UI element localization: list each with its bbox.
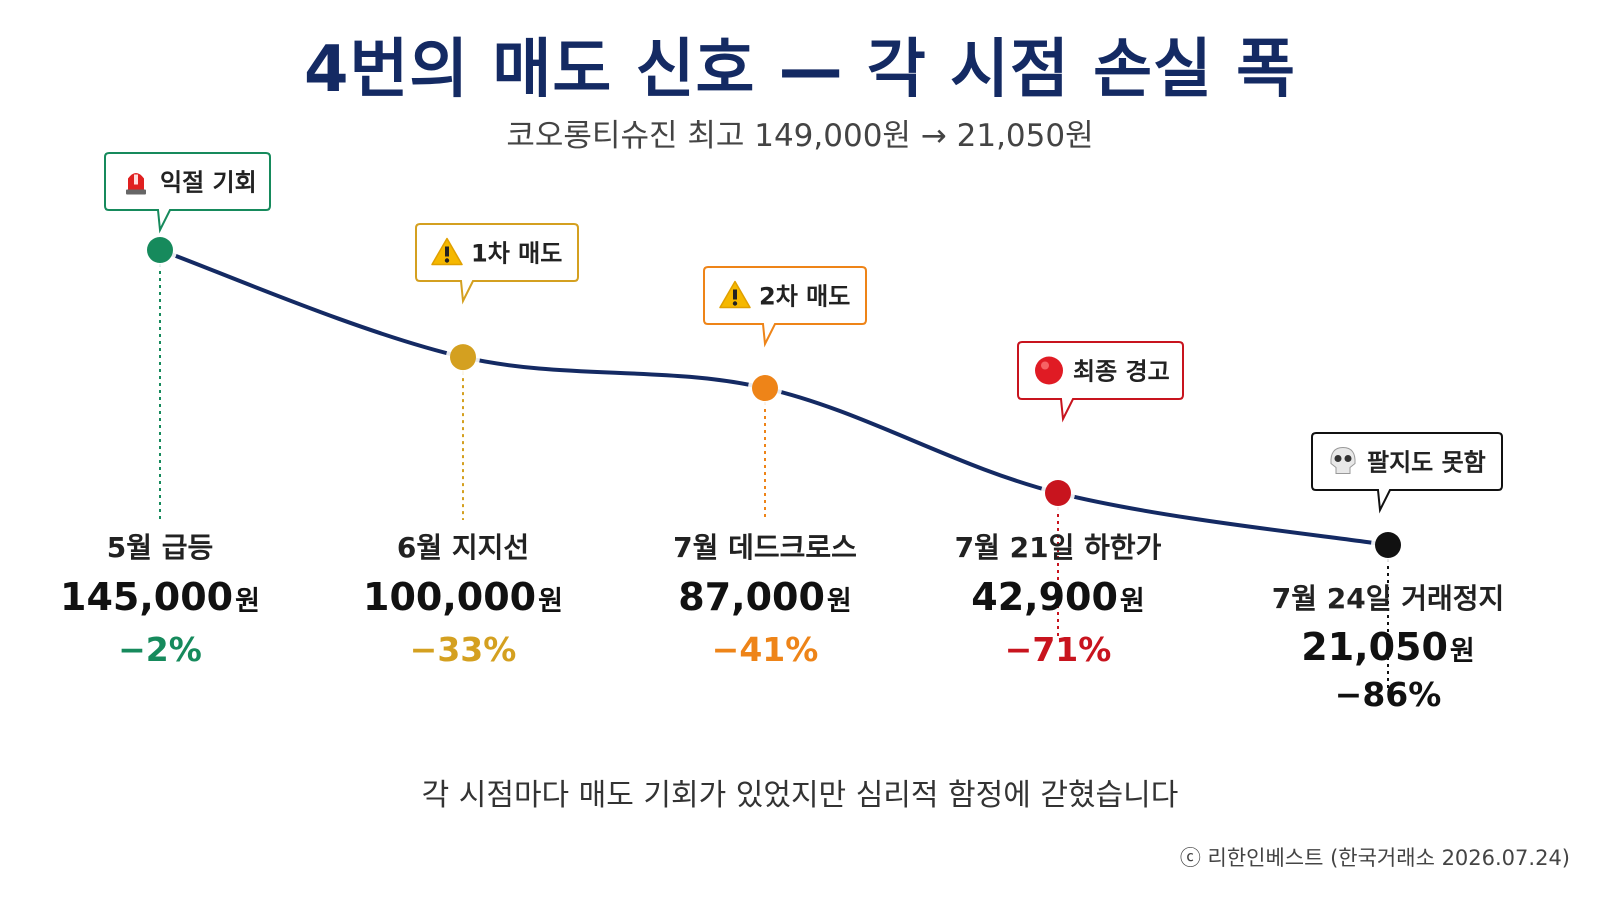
siren-base	[126, 189, 146, 195]
skull-eye	[1334, 455, 1342, 462]
point-price: 42,900원	[971, 575, 1144, 619]
price-unit: 원	[827, 586, 852, 617]
callout-label: 익절 기회	[160, 169, 257, 197]
red-circle	[1035, 356, 1063, 385]
chart-subtitle: 코오롱티슈진 최고 149,000원 → 21,050원	[506, 118, 1094, 154]
callout-box	[1311, 432, 1503, 514]
point-price: 87,000원	[678, 575, 851, 619]
drop-lines	[159, 264, 1389, 690]
point-change: −71%	[1005, 630, 1112, 669]
point-change: −41%	[712, 630, 819, 669]
warning-icon	[719, 280, 751, 309]
point-change: −33%	[410, 630, 517, 669]
red-circle-icon	[1035, 356, 1063, 385]
warning-dot	[732, 301, 738, 306]
siren-icon	[126, 173, 146, 195]
point-marker	[1375, 532, 1401, 558]
price-unit: 원	[1120, 586, 1145, 617]
warning-bar	[445, 246, 449, 257]
callout-box	[703, 266, 867, 348]
point-change: −86%	[1335, 675, 1442, 714]
skull-eye	[1344, 455, 1352, 462]
price-unit: 원	[1450, 636, 1475, 667]
point-change: −2%	[118, 630, 202, 669]
callout-label: 1차 매도	[471, 240, 562, 268]
skull-icon	[1330, 446, 1356, 474]
callout-box	[104, 152, 271, 234]
callout-1: 익절 기회	[104, 152, 271, 234]
callout-2: 1차 매도	[415, 223, 579, 305]
warning-bar	[733, 289, 737, 300]
price-value: 87,000	[678, 575, 825, 619]
callout-5: 팔지도 못함	[1311, 432, 1503, 514]
callout-4: 최종 경고	[1017, 341, 1184, 423]
callout-3: 2차 매도	[703, 266, 867, 348]
point-label: 7월 21일 하한가	[955, 531, 1162, 564]
price-value: 145,000	[60, 575, 233, 619]
skull-head	[1330, 446, 1356, 474]
point-marker	[147, 237, 173, 263]
callout-label: 최종 경고	[1073, 358, 1170, 386]
point-label: 5월 급등	[107, 531, 214, 564]
price-value: 100,000	[363, 575, 536, 619]
point-price: 100,000원	[363, 575, 563, 619]
callout-label: 팔지도 못함	[1367, 449, 1486, 477]
chart-title: 4번의 매도 신호 — 각 시점 손실 폭	[303, 33, 1297, 107]
point-price: 21,050원	[1301, 625, 1474, 669]
price-value: 42,900	[971, 575, 1118, 619]
point-marker	[1045, 479, 1071, 506]
warning-dot	[444, 258, 450, 263]
copyright-notice: ⓒ 리한인베스트 (한국거래소 2026.07.24)	[1179, 846, 1570, 870]
point-price: 145,000원	[60, 575, 260, 619]
footer-note: 각 시점마다 매도 기회가 있었지만 심리적 함정에 갇혔습니다	[421, 778, 1179, 813]
price-value: 21,050	[1301, 625, 1448, 669]
point-marker	[752, 375, 778, 402]
siren-glint	[134, 174, 138, 185]
point-label: 6월 지지선	[397, 531, 529, 564]
price-unit: 원	[538, 586, 563, 617]
point-marker	[450, 344, 476, 371]
warning-icon	[431, 237, 463, 266]
red-circle-glint	[1041, 361, 1049, 370]
callout-label: 2차 매도	[759, 283, 850, 311]
callout-box	[415, 223, 579, 305]
price-unit: 원	[235, 586, 260, 617]
point-label: 7월 데드크로스	[673, 531, 857, 564]
point-label: 7월 24일 거래정지	[1272, 582, 1505, 615]
